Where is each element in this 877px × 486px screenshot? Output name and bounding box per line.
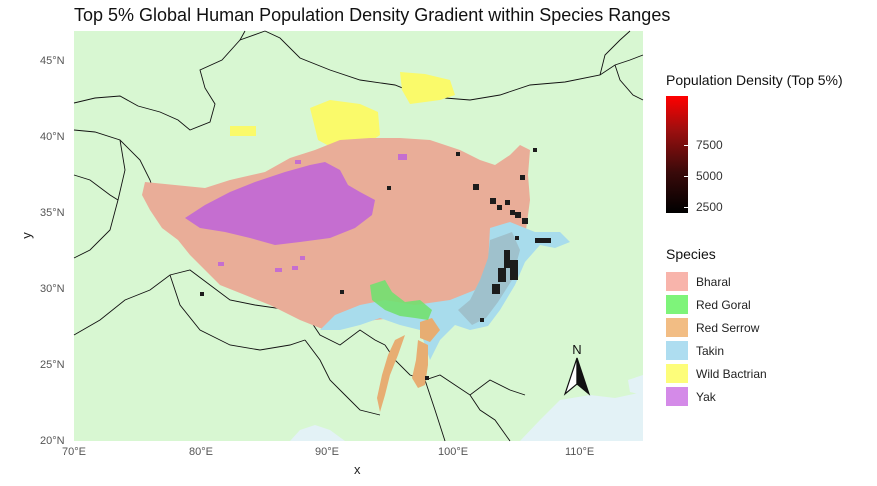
density-tick-2500: 2500 xyxy=(696,200,723,214)
y-axis-title: y xyxy=(18,232,34,239)
legend-item-wild-bactrian: Wild Bactrian xyxy=(666,362,871,385)
x-tick-70: 70°E xyxy=(62,446,86,458)
legend-label: Red Goral xyxy=(696,297,751,312)
x-axis-title: x xyxy=(354,462,361,477)
density-gradient-bar xyxy=(666,96,688,213)
legend-label: Bharal xyxy=(696,274,731,289)
density-legend-title: Population Density (Top 5%) xyxy=(666,72,843,88)
legend-label: Wild Bactrian xyxy=(696,366,767,381)
legend-swatch xyxy=(666,295,688,314)
legend-swatch xyxy=(666,272,688,291)
density-tick-5000: 5000 xyxy=(696,169,723,183)
legend-item-yak: Yak xyxy=(666,385,871,408)
y-tick-30: 30°N xyxy=(40,283,65,295)
legend-swatch xyxy=(666,364,688,383)
y-tick-25: 25°N xyxy=(40,359,65,371)
legend-swatch xyxy=(666,387,688,406)
y-tick-20: 20°N xyxy=(40,435,65,447)
legend-item-red-goral: Red Goral xyxy=(666,293,871,316)
legend-label: Takin xyxy=(696,343,725,358)
legend-label: Yak xyxy=(696,389,716,404)
species-legend-title: Species xyxy=(666,246,716,262)
legend-label: Red Serrow xyxy=(696,320,760,335)
density-legend: 7500 5000 2500 xyxy=(666,96,871,216)
legend-panel: Population Density (Top 5%) 7500 5000 25… xyxy=(666,72,871,408)
x-tick-110: 110°E xyxy=(565,446,595,458)
species-range-yak xyxy=(185,154,407,272)
sea-south-china xyxy=(520,392,643,441)
species-range-red-goral xyxy=(370,280,432,320)
x-tick-80: 80°E xyxy=(189,446,213,458)
species-legend: Bharal Red Goral Red Serrow Takin Wild B… xyxy=(666,270,871,408)
map-title: Top 5% Global Human Population Density G… xyxy=(74,5,671,25)
legend-item-red-serrow: Red Serrow xyxy=(666,316,871,339)
density-tick-7500: 7500 xyxy=(696,138,723,152)
population-density-cells xyxy=(200,148,551,380)
north-arrow-icon: N xyxy=(563,342,591,396)
y-tick-35: 35°N xyxy=(40,207,65,219)
y-tick-45: 45°N xyxy=(40,55,65,67)
y-tick-40: 40°N xyxy=(40,131,65,143)
sea-east-china xyxy=(628,375,643,395)
legend-item-bharal: Bharal xyxy=(666,270,871,293)
sea-bay-of-bengal xyxy=(290,425,345,441)
x-tick-90: 90°E xyxy=(315,446,339,458)
north-arrow-label: N xyxy=(572,342,581,357)
legend-item-takin: Takin xyxy=(666,339,871,362)
legend-swatch xyxy=(666,341,688,360)
legend-swatch xyxy=(666,318,688,337)
x-tick-100: 100°E xyxy=(438,446,469,458)
species-range-red-serrow xyxy=(377,318,440,412)
